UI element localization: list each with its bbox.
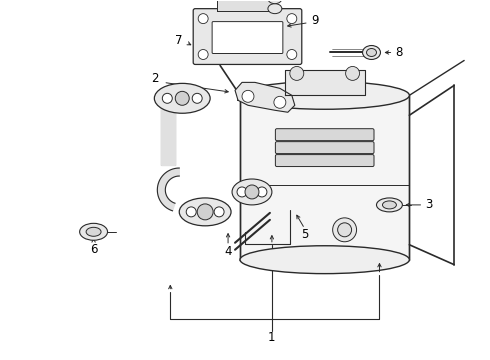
Circle shape: [345, 67, 360, 80]
Circle shape: [274, 96, 286, 108]
Circle shape: [192, 93, 202, 103]
Ellipse shape: [154, 84, 210, 113]
Polygon shape: [217, 0, 273, 11]
Circle shape: [242, 90, 254, 102]
Text: 8: 8: [396, 46, 403, 59]
Text: 9: 9: [311, 14, 318, 27]
Circle shape: [198, 14, 208, 24]
Circle shape: [197, 204, 213, 220]
Polygon shape: [161, 108, 175, 165]
Circle shape: [186, 207, 196, 217]
FancyBboxPatch shape: [275, 154, 374, 167]
Ellipse shape: [383, 201, 396, 209]
Ellipse shape: [232, 179, 272, 205]
Circle shape: [333, 218, 357, 242]
Ellipse shape: [179, 198, 231, 226]
Ellipse shape: [86, 227, 101, 236]
FancyBboxPatch shape: [275, 141, 374, 154]
Ellipse shape: [80, 223, 107, 240]
Ellipse shape: [376, 198, 402, 212]
Polygon shape: [285, 71, 365, 95]
Polygon shape: [157, 168, 179, 211]
Circle shape: [237, 187, 247, 197]
Text: 5: 5: [301, 228, 309, 241]
Ellipse shape: [268, 4, 282, 14]
Ellipse shape: [268, 0, 282, 4]
Ellipse shape: [367, 49, 376, 57]
Text: 7: 7: [174, 34, 182, 47]
Text: 6: 6: [90, 243, 98, 256]
Ellipse shape: [240, 246, 409, 274]
Circle shape: [245, 185, 259, 199]
Polygon shape: [235, 82, 295, 112]
Circle shape: [287, 14, 297, 24]
Circle shape: [257, 187, 267, 197]
Circle shape: [198, 50, 208, 59]
Circle shape: [338, 223, 352, 237]
FancyBboxPatch shape: [193, 9, 302, 64]
Text: 1: 1: [268, 331, 276, 344]
Circle shape: [287, 50, 297, 59]
Ellipse shape: [363, 45, 380, 59]
Circle shape: [290, 67, 304, 80]
FancyBboxPatch shape: [212, 22, 283, 54]
Polygon shape: [240, 95, 409, 260]
Circle shape: [175, 91, 189, 105]
Ellipse shape: [240, 81, 409, 109]
Circle shape: [214, 207, 224, 217]
FancyBboxPatch shape: [275, 129, 374, 141]
Text: 3: 3: [426, 198, 433, 211]
Text: 4: 4: [224, 245, 232, 258]
Circle shape: [162, 93, 172, 103]
Text: 2: 2: [151, 72, 159, 85]
